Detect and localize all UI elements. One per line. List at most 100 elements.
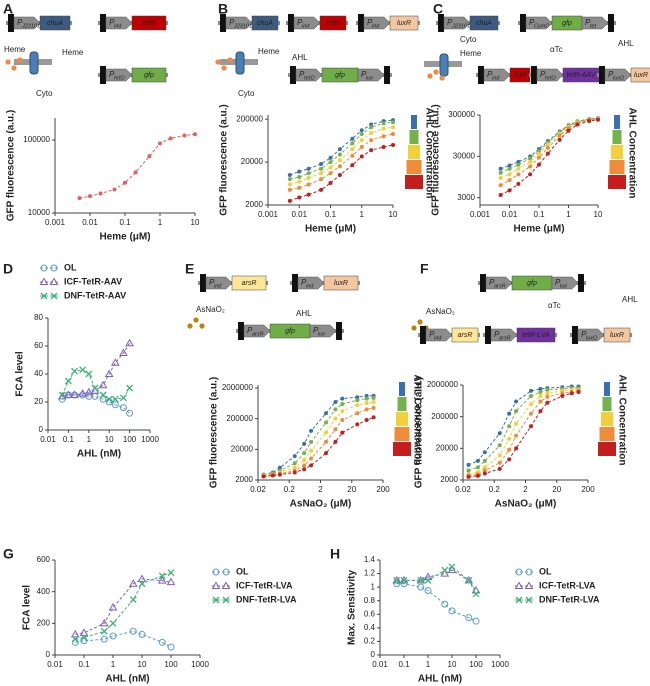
x-tick-label: 1000: [191, 660, 209, 669]
marker: [576, 390, 581, 395]
marker: [306, 171, 311, 176]
marker: [557, 137, 562, 142]
marker: [528, 172, 533, 177]
diagram-label: AHL: [292, 53, 308, 62]
marker: [319, 171, 324, 176]
marker: [464, 575, 474, 584]
marker: [306, 176, 311, 181]
y-tick-label: 0.6: [364, 609, 376, 618]
promoter-name: lux: [366, 75, 373, 81]
marker: [328, 160, 333, 165]
diagram-label: AHL: [618, 39, 634, 48]
marker: [340, 430, 345, 435]
marker: [516, 172, 521, 177]
promoter-symbol: P: [529, 18, 535, 27]
series-line: [263, 395, 374, 476]
colorbar-segment: [394, 427, 410, 441]
marker: [147, 154, 152, 159]
marker: [333, 439, 338, 444]
promoter-arrow: [295, 68, 323, 82]
marker: [309, 448, 314, 453]
marker: [575, 122, 580, 127]
marker: [328, 155, 333, 160]
marker: [126, 384, 134, 392]
x-tick-label: 1: [111, 660, 116, 669]
marker: [364, 418, 369, 423]
marker: [333, 427, 338, 432]
marker: [222, 596, 230, 604]
marker: [545, 387, 550, 392]
promoter-symbol: P: [489, 278, 495, 287]
x-tick-label: 0.01: [291, 210, 307, 219]
marker: [538, 399, 543, 404]
panel-label: G: [3, 546, 14, 562]
marker: [328, 181, 333, 186]
promoter-symbol: P: [367, 18, 373, 27]
marker: [309, 428, 314, 433]
promoter-symbol: P: [313, 326, 319, 335]
marker: [337, 147, 342, 152]
molecule: [193, 317, 199, 323]
marker: [77, 196, 82, 201]
y-tick-label: 0: [39, 425, 44, 434]
gene-name: gfp: [527, 280, 537, 287]
marker: [399, 575, 409, 584]
marker: [371, 415, 376, 420]
x-tick-label: 2: [318, 485, 323, 494]
legend-label: DNF-TetR-AAV: [64, 290, 126, 300]
x-tick-label: 0.01: [47, 660, 63, 669]
x-tick-label: 200: [376, 485, 390, 494]
colorbar-segment: [397, 397, 407, 411]
diagram-label: Heme: [258, 47, 280, 56]
promoter-name: ind: [302, 23, 310, 29]
marker: [292, 470, 297, 475]
marker: [514, 421, 519, 426]
promoter-symbol: P: [540, 70, 546, 79]
promoter-symbol: P: [17, 18, 23, 27]
promoter-symbol: P: [581, 330, 587, 339]
gene: [469, 15, 499, 31]
terminator-block: [578, 274, 584, 292]
promoter-arrow: [205, 276, 233, 290]
marker: [350, 147, 355, 152]
marker: [337, 158, 342, 163]
marker: [566, 128, 571, 133]
marker: [528, 164, 533, 169]
x-tick-label: 1000: [141, 435, 159, 444]
marker: [287, 177, 292, 182]
colorbar-segment: [604, 382, 610, 396]
x-axis-label: AHL (nM): [418, 674, 462, 685]
x-tick-label: 20: [347, 485, 356, 494]
panel-label: D: [3, 261, 13, 277]
marker: [369, 138, 374, 143]
promoter-name: lux: [318, 331, 325, 337]
promoter-symbol: P: [494, 330, 500, 339]
diagram-label: AHL: [296, 309, 312, 318]
colorbar-segment: [609, 160, 625, 174]
marker: [319, 162, 324, 167]
marker: [507, 188, 512, 193]
x-tick-label: 1: [426, 660, 431, 669]
diagram-label: αTc: [550, 45, 563, 54]
marker: [355, 411, 360, 416]
series-line: [79, 133, 196, 199]
promoter-arrow: [443, 16, 471, 30]
promoter-symbol: P: [109, 18, 115, 27]
marker: [545, 400, 550, 405]
promoter-symbol: P: [299, 70, 305, 79]
marker: [123, 180, 127, 185]
y-tick-label: 200000: [226, 414, 253, 423]
marker: [441, 566, 449, 574]
marker: [337, 173, 342, 177]
marker: [306, 192, 311, 197]
marker: [545, 394, 550, 399]
marker: [381, 121, 386, 126]
promoter-arrow: [485, 276, 513, 290]
colorbar-segment: [396, 412, 408, 426]
marker: [381, 144, 386, 149]
marker: [64, 377, 72, 385]
marker: [71, 367, 79, 375]
marker: [498, 175, 503, 180]
marker: [129, 627, 137, 635]
marker: [292, 465, 297, 470]
